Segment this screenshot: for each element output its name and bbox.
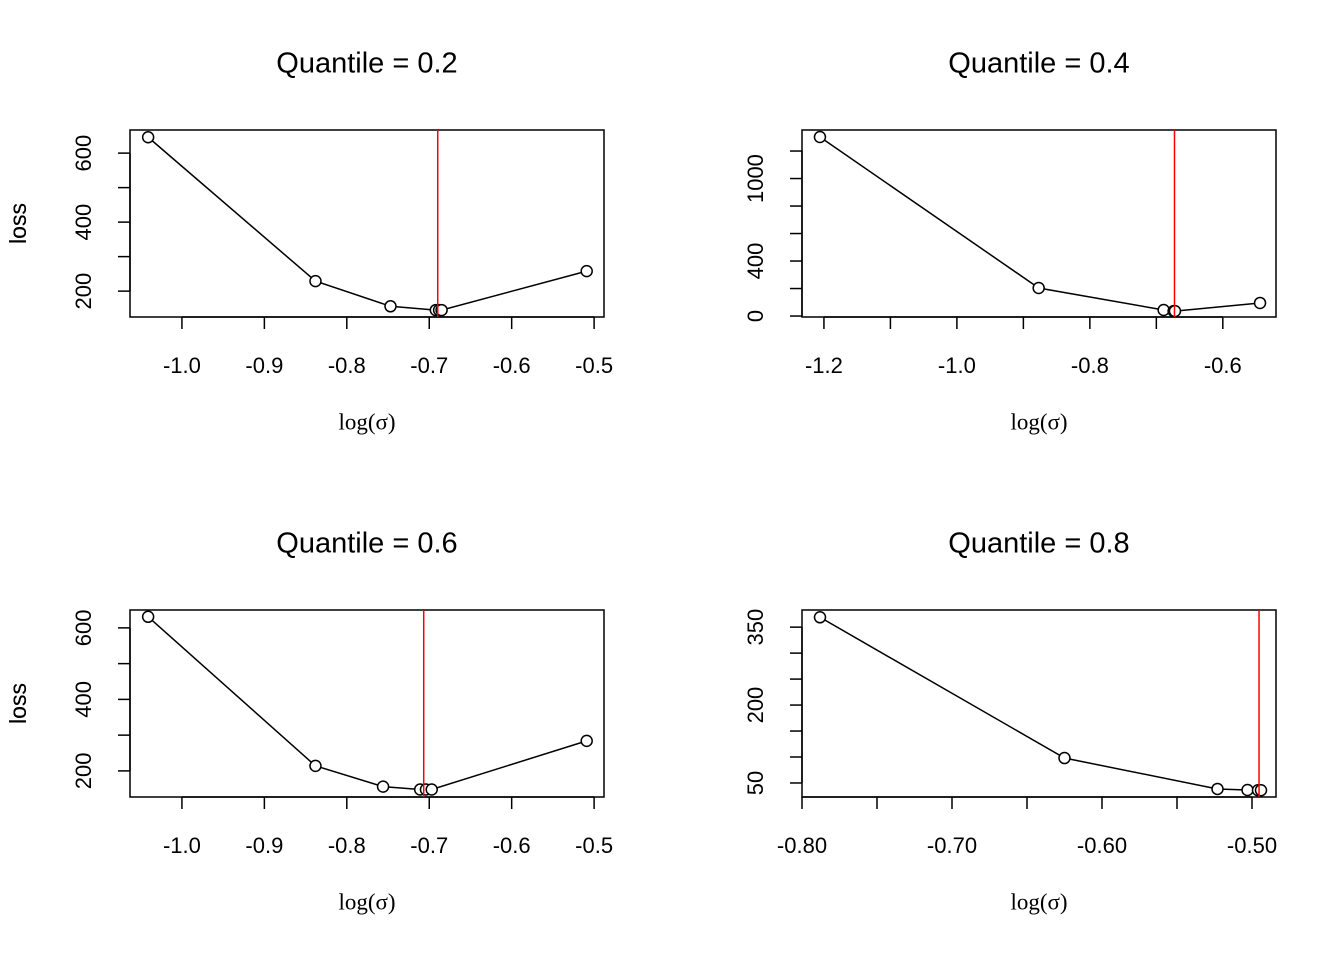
loss-point <box>141 130 155 144</box>
y-tick-label: 200 <box>71 753 96 790</box>
loss-point <box>425 783 438 796</box>
panel-title: Quantile = 0.2 <box>276 48 457 80</box>
x-tick-label: -1.0 <box>163 353 201 378</box>
loss-point <box>1032 281 1045 295</box>
y-axis-label: loss <box>5 203 31 244</box>
loss-line <box>147 616 587 791</box>
loss-point <box>141 610 155 624</box>
loss-point <box>580 264 593 278</box>
x-tick-label: -1.0 <box>938 353 976 378</box>
x-tick-label: -0.5 <box>575 833 613 858</box>
panel-title: Quantile = 0.8 <box>948 528 1129 560</box>
loss-point <box>309 759 322 773</box>
loss-point <box>813 130 827 144</box>
x-tick-label: -0.7 <box>410 833 448 858</box>
x-tick-label: -0.70 <box>927 833 977 858</box>
panel: Quantile = 0.2 log(σ) loss -1.0 -0.9 -0.8 -0.7… <box>5 48 613 435</box>
loss-line <box>819 616 1261 791</box>
x-tick-label: -0.8 <box>1071 353 1109 378</box>
y-axis-label: loss <box>5 683 31 724</box>
x-axis-label: log(σ) <box>1010 409 1067 434</box>
panel: Quantile = 0.6 log(σ) loss -1.0 -0.9 -0.8 -0.7… <box>5 528 613 915</box>
loss-point <box>1241 783 1254 797</box>
y-tick-label: 0 <box>743 310 768 322</box>
y-tick-label: 350 <box>743 609 768 646</box>
loss-point <box>813 611 827 624</box>
x-tick-label: -0.50 <box>1227 833 1277 858</box>
x-tick-label: -0.7 <box>410 353 448 378</box>
y-tick-label: 1000 <box>743 154 768 203</box>
y-tick-label: 400 <box>71 204 96 241</box>
loss-point <box>1211 782 1224 796</box>
y-tick-label: 200 <box>71 273 96 310</box>
x-axis-label: log(σ) <box>1010 889 1067 914</box>
x-tick-label: -1.0 <box>163 833 201 858</box>
x-axis-label: log(σ) <box>338 409 395 434</box>
panel-title: Quantile = 0.4 <box>948 48 1129 80</box>
loss-point <box>1058 751 1071 765</box>
plot-box <box>801 609 1277 798</box>
x-tick-label: -0.6 <box>493 833 531 858</box>
loss-point <box>1253 296 1267 310</box>
loss-point <box>435 303 448 317</box>
x-tick-label: -0.9 <box>245 353 283 378</box>
y-axis-label: loss <box>5 203 31 244</box>
loss-point <box>309 274 322 288</box>
loss-point <box>376 780 390 793</box>
x-tick-label: -0.6 <box>493 353 531 378</box>
panel: Quantile = 0.4 log(σ) loss -1.2 -1.0 -0.8 -0.6… <box>5 48 1277 434</box>
loss-point <box>580 734 593 748</box>
x-tick-label: -0.6 <box>1204 353 1242 378</box>
x-tick-label: -0.5 <box>575 353 613 378</box>
plot-box <box>129 129 605 318</box>
x-tick-label: -0.9 <box>245 833 283 858</box>
loss-point <box>384 300 397 313</box>
x-tick-label: -0.8 <box>328 833 366 858</box>
y-tick-label: 400 <box>71 681 96 718</box>
y-tick-label: 50 <box>743 771 768 795</box>
y-tick-label: 400 <box>743 243 768 280</box>
y-tick-label: 600 <box>71 135 96 172</box>
panel: Quantile = 0.8 log(σ) loss -0.80 -0.70 -0.60 -… <box>5 528 1277 915</box>
x-tick-label: -0.80 <box>777 833 827 858</box>
x-tick-label: -0.60 <box>1077 833 1127 858</box>
loss-line <box>147 136 587 311</box>
x-tick-label: -1.2 <box>805 353 843 378</box>
y-axis-label: loss <box>5 683 31 724</box>
panel-title: Quantile = 0.6 <box>276 528 457 560</box>
plot-box <box>129 609 605 798</box>
loss-point <box>1254 783 1268 797</box>
y-tick-label: 200 <box>743 687 768 724</box>
x-tick-label: -0.8 <box>328 353 366 378</box>
y-tick-label: 600 <box>71 610 96 647</box>
x-axis-label: log(σ) <box>338 889 395 914</box>
